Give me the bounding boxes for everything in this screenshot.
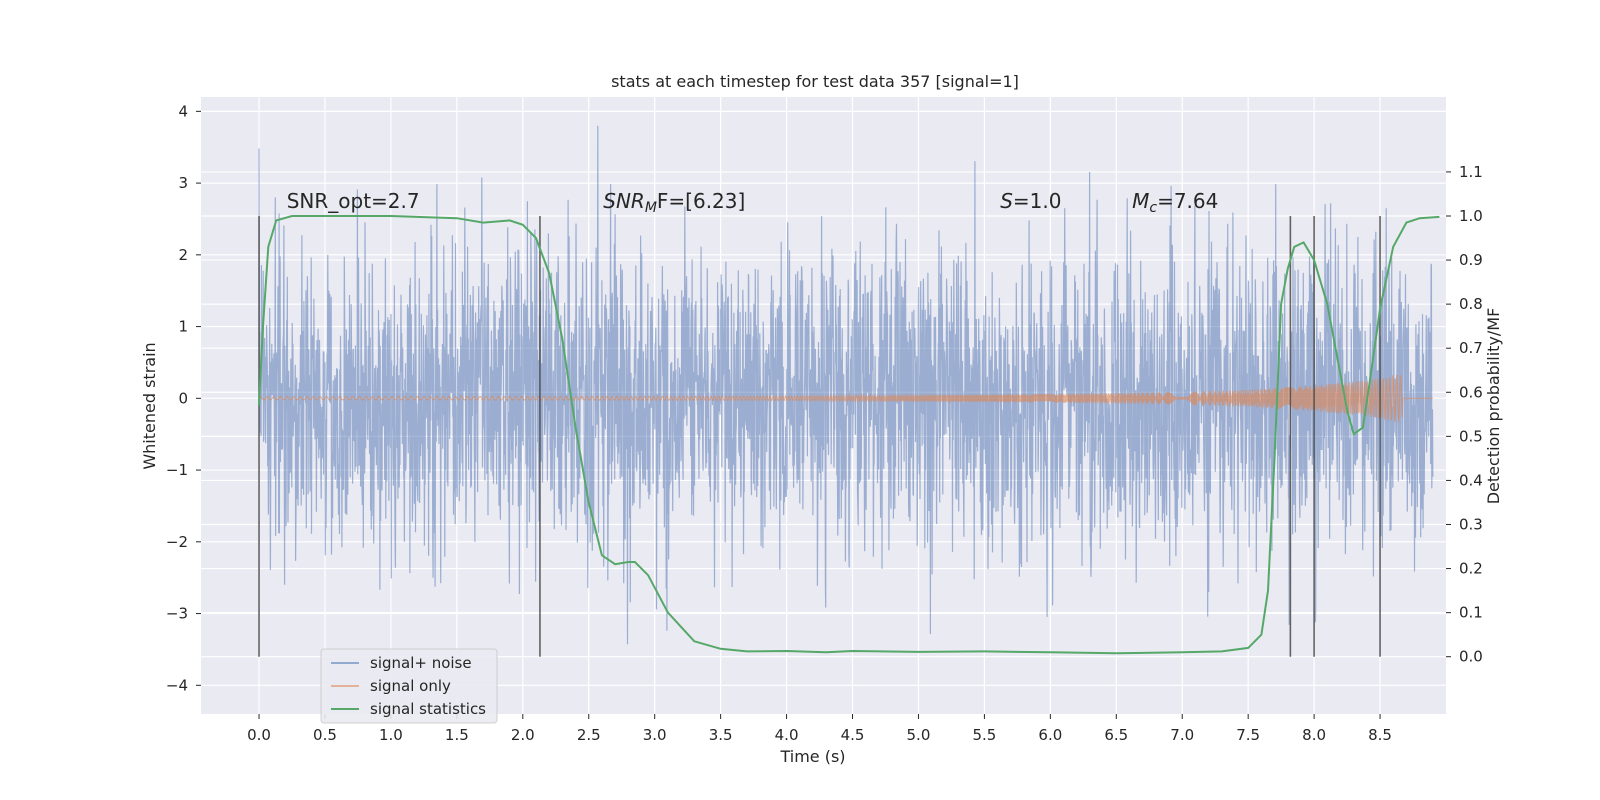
y-axis-label-left: Whitened strain <box>140 342 159 469</box>
y-ticks-right: 1.1 1.0 0.9 0.8 0.7 0.6 0.5 0.4 0.3 0.2 0.1 0.0 <box>1446 163 1483 666</box>
x-tick-label: 1.0 <box>379 726 403 744</box>
y-right-tick-label: 0.6 <box>1459 383 1483 401</box>
vertical-markers <box>258 215 1381 657</box>
annotation-subscript: c <box>1149 200 1157 216</box>
y-axis-label-right: Detection probability/MF <box>1484 308 1503 505</box>
x-tick-label: 0.0 <box>247 726 271 744</box>
x-tick-label: 2.0 <box>511 726 535 744</box>
x-tick-label: 4.5 <box>841 726 865 744</box>
y-right-tick-label: 1.0 <box>1459 207 1483 225</box>
annotation-symbol: SNR <box>603 189 645 213</box>
legend-box <box>320 648 498 724</box>
annotation-symbol: M <box>1132 189 1149 213</box>
x-ticks: 0.0 0.5 1.0 1.5 2.0 2.5 3.0 3.5 4.0 4.5 5.0 5.5 6.0 6… <box>247 714 1392 744</box>
annotation-3: Mc=7.64 <box>1132 189 1218 216</box>
legend-label-signal-statistics: signal statistics <box>370 700 486 718</box>
y-right-tick-label: 1.1 <box>1459 163 1483 181</box>
x-tick-label: 4.0 <box>775 726 799 744</box>
y-right-tick-label: 0.9 <box>1459 251 1483 269</box>
y-tick-label: −4 <box>166 676 188 694</box>
y-tick-label: −2 <box>166 533 188 551</box>
legend-label-signal-noise: signal+ noise <box>370 654 472 672</box>
y-right-tick-label: 0.8 <box>1459 295 1483 313</box>
y-tick-label: 0 <box>178 389 188 407</box>
x-tick-label: 7.5 <box>1236 726 1260 744</box>
x-tick-label: 3.5 <box>709 726 733 744</box>
y-right-tick-label: 0.1 <box>1459 604 1483 622</box>
legend-label-signal-only: signal only <box>370 677 451 695</box>
y-right-tick-label: 0.4 <box>1459 471 1483 489</box>
series-signal-only <box>258 374 1433 422</box>
x-tick-label: 5.5 <box>972 726 996 744</box>
x-tick-label: 2.5 <box>577 726 601 744</box>
annotation-2: S=1.0 <box>1000 189 1061 213</box>
x-tick-label: 3.0 <box>643 726 667 744</box>
annotation-value: =7.64 <box>1157 189 1218 213</box>
x-tick-label: 6.0 <box>1038 726 1062 744</box>
annotation-0: SNR_opt=2.7 <box>287 189 420 213</box>
x-tick-label: 1.5 <box>445 726 469 744</box>
y-tick-label: 1 <box>178 318 188 336</box>
annotation-value: F=[6.23] <box>657 189 745 213</box>
chart-title: stats at each timestep for test data 357… <box>611 72 1019 91</box>
y-ticks-left: 4 3 2 1 0 −1 −2 −3 −4 <box>166 102 201 694</box>
annotation-symbol: S <box>1000 189 1013 213</box>
annotation-subscript: M <box>645 200 657 216</box>
signal-noise-line <box>258 125 1434 645</box>
y-right-tick-label: 0.2 <box>1459 560 1483 578</box>
x-tick-label: 5.0 <box>907 726 931 744</box>
annotation-value: =1.0 <box>1013 189 1062 213</box>
y-right-tick-label: 0.7 <box>1459 339 1483 357</box>
series-signal-statistics <box>258 215 1440 655</box>
annotations: SNR_opt=2.7 SNRMF=[6.23] S=1.0 Mc=7.64 <box>287 189 1219 216</box>
y-right-tick-label: 0.5 <box>1459 427 1483 445</box>
y-tick-label: 4 <box>178 102 188 120</box>
x-tick-label: 8.5 <box>1368 726 1392 744</box>
signal-only-line <box>258 374 1433 422</box>
x-tick-label: 0.5 <box>313 726 337 744</box>
x-tick-label: 8.0 <box>1302 726 1326 744</box>
y-tick-label: 2 <box>178 246 188 264</box>
annotation-1: SNRMF=[6.23] <box>603 189 745 216</box>
y-right-tick-label: 0.3 <box>1459 515 1483 533</box>
y-right-tick-label: 0.0 <box>1459 648 1483 666</box>
y-tick-label: 3 <box>178 174 188 192</box>
legend: signal+ noise signal only signal statist… <box>320 648 498 724</box>
signal-statistics-line <box>258 215 1440 655</box>
y-tick-label: −3 <box>166 605 188 623</box>
y-tick-label: −1 <box>166 461 188 479</box>
x-axis-label: Time (s) <box>779 747 845 766</box>
x-tick-label: 7.0 <box>1170 726 1194 744</box>
x-tick-label: 6.5 <box>1104 726 1128 744</box>
series-signal-noise <box>258 125 1434 645</box>
